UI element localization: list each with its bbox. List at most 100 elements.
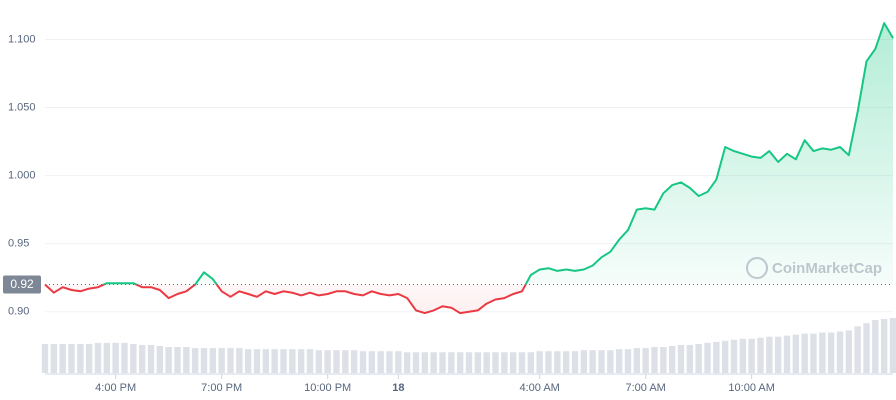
volume-bar	[315, 350, 323, 373]
volume-bar	[421, 352, 429, 373]
volume-bar	[448, 352, 455, 373]
volume-bar	[554, 351, 561, 373]
volume-bar	[545, 351, 552, 373]
volume-bar	[395, 351, 402, 373]
volume-bar	[713, 341, 720, 373]
volume-bar	[483, 352, 490, 373]
volume-bar	[227, 348, 234, 373]
volume-bar	[492, 352, 499, 373]
volume-bar	[509, 352, 517, 373]
volume-bar	[704, 342, 711, 373]
volume-bar	[748, 338, 755, 373]
volume-bar	[297, 349, 305, 373]
volume-bar	[262, 349, 270, 373]
volume-bar	[766, 336, 773, 373]
volume-bar	[174, 347, 181, 373]
volume-bar	[774, 336, 782, 373]
volume-bar	[50, 343, 58, 373]
volume-bar	[562, 351, 570, 373]
x-tick-label: 7:00 PM	[201, 382, 242, 394]
volume-bar	[165, 347, 172, 373]
x-tick-label: 4:00 AM	[519, 382, 559, 394]
x-tick-label: 10:00 AM	[728, 382, 774, 394]
volume-bar	[289, 349, 296, 373]
volume-bar	[836, 331, 844, 373]
volume-bar	[465, 352, 473, 373]
price-area	[45, 23, 893, 314]
volume-bar	[85, 343, 93, 373]
volume-bar	[695, 343, 702, 373]
volume-bar	[872, 320, 879, 373]
volume-bar	[253, 349, 261, 373]
volume-bar	[633, 348, 641, 373]
volume-bar	[41, 343, 49, 373]
volume-bar	[810, 333, 817, 373]
volume-bar	[412, 352, 420, 373]
volume-bar	[571, 351, 579, 373]
volume-bar	[68, 343, 75, 373]
x-tick-label: 4:00 PM	[95, 382, 136, 394]
volume-bar	[660, 347, 667, 373]
watermark: CoinMarketCap	[746, 257, 882, 279]
volume-bar	[456, 352, 464, 373]
x-tick-label: 7:00 AM	[625, 382, 665, 394]
volume-bar	[306, 349, 314, 373]
baseline-label: 0.92	[10, 277, 34, 291]
volume-bar	[615, 349, 623, 373]
volume-bar	[819, 332, 826, 373]
volume-bar	[827, 332, 835, 373]
volume-bar	[624, 349, 632, 373]
volume-bar	[598, 350, 605, 373]
watermark-text: CoinMarketCap	[772, 260, 882, 277]
volume-bar	[350, 350, 358, 373]
volume-bar	[209, 348, 217, 373]
volume-bar	[721, 340, 729, 373]
volume-bar	[183, 347, 190, 373]
volume-bar	[651, 347, 658, 373]
volume-bar	[730, 339, 738, 373]
volume-bar	[792, 334, 800, 373]
volume-bar	[191, 348, 199, 373]
volume-bar	[783, 335, 791, 373]
volume-bar	[121, 342, 128, 373]
volume-bar	[536, 351, 543, 373]
y-tick-label: 1.100	[8, 33, 36, 45]
volume-bar	[439, 352, 446, 373]
volume-bar	[677, 344, 685, 373]
volume-bar	[359, 351, 367, 373]
volume-bar	[801, 333, 808, 373]
volume-bar	[845, 330, 853, 373]
volume-bar	[474, 352, 482, 373]
y-tick-label: 1.050	[8, 101, 36, 113]
volume-bar	[368, 351, 376, 373]
volume-bar	[324, 350, 331, 373]
volume-bar	[739, 338, 747, 373]
volume-bar	[580, 350, 588, 373]
volume-bar	[854, 326, 861, 373]
volume-bar	[377, 351, 384, 373]
watermark-logo	[746, 257, 768, 279]
volume-bar	[607, 350, 614, 373]
volume-bar	[112, 342, 119, 373]
volume-bar	[501, 352, 508, 373]
volume-bar	[236, 348, 243, 373]
y-tick-label: 1.000	[8, 170, 36, 182]
volume-bar	[430, 352, 437, 373]
volume-bar	[156, 346, 164, 373]
volume-bar	[403, 352, 411, 373]
volume-bar	[147, 344, 155, 373]
volume-bar	[244, 349, 252, 373]
volume-bar	[527, 352, 535, 373]
baseline-label-box	[3, 275, 41, 294]
y-tick-label: 0.95	[8, 238, 29, 250]
volume-bar	[342, 350, 349, 373]
volume-bar	[280, 349, 287, 373]
volume-bar	[103, 342, 111, 373]
y-tick-label: 0.90	[8, 306, 29, 318]
volume-bar	[130, 343, 137, 373]
volume-bar	[757, 337, 764, 373]
volume-bar	[668, 346, 676, 373]
volume-bar	[333, 350, 340, 373]
volume-bar	[642, 348, 649, 373]
